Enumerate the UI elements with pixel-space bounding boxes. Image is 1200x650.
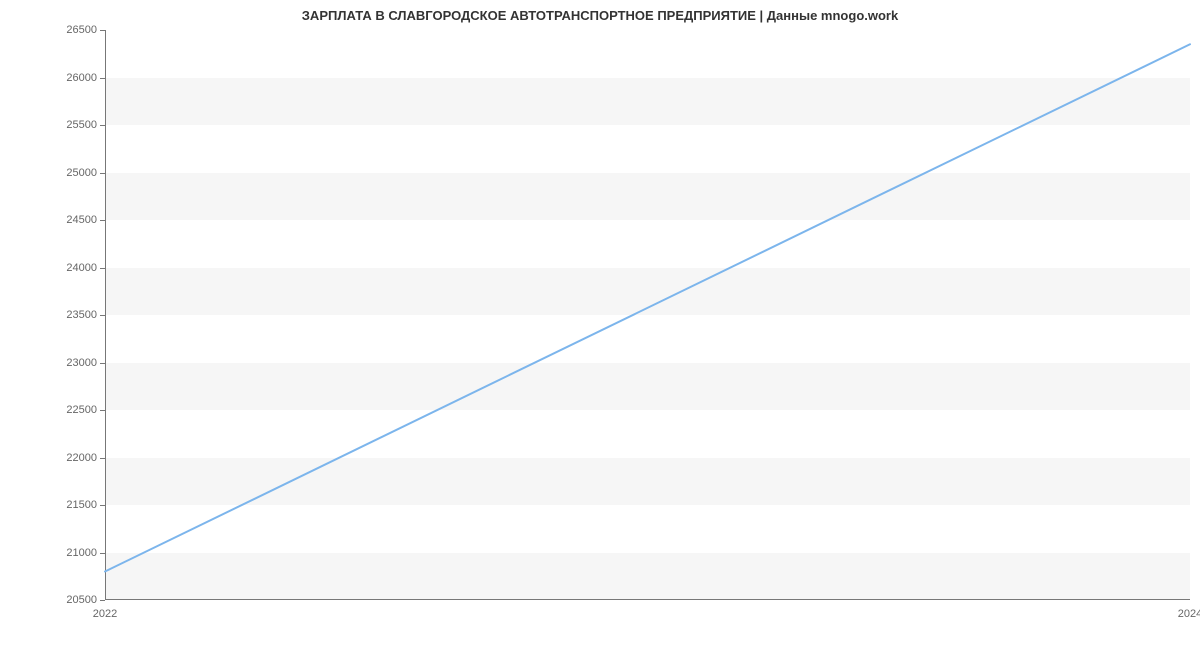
y-tick-label: 21500 <box>66 499 97 511</box>
y-tick-label: 23000 <box>66 357 97 369</box>
chart-title: ЗАРПЛАТА В СЛАВГОРОДСКОЕ АВТОТРАНСПОРТНО… <box>0 8 1200 23</box>
y-tick-label: 21000 <box>66 547 97 559</box>
y-tick-label: 26500 <box>66 24 97 36</box>
x-tick-label: 2024 <box>1178 608 1200 620</box>
y-tick-mark <box>100 600 105 601</box>
y-tick-label: 25000 <box>66 167 97 179</box>
y-tick-mark <box>100 458 105 459</box>
y-tick-label: 24500 <box>66 214 97 226</box>
data-line <box>105 30 1190 600</box>
y-tick-mark <box>100 505 105 506</box>
y-tick-label: 20500 <box>66 594 97 606</box>
y-tick-mark <box>100 78 105 79</box>
y-tick-mark <box>100 125 105 126</box>
y-tick-mark <box>100 315 105 316</box>
y-tick-label: 22500 <box>66 404 97 416</box>
y-tick-label: 24000 <box>66 262 97 274</box>
y-tick-label: 25500 <box>66 119 97 131</box>
y-tick-mark <box>100 173 105 174</box>
y-tick-label: 22000 <box>66 452 97 464</box>
salary-line-chart: ЗАРПЛАТА В СЛАВГОРОДСКОЕ АВТОТРАНСПОРТНО… <box>0 0 1200 650</box>
y-tick-mark <box>100 30 105 31</box>
y-tick-mark <box>100 220 105 221</box>
y-tick-mark <box>100 268 105 269</box>
y-tick-label: 23500 <box>66 309 97 321</box>
y-tick-mark <box>100 410 105 411</box>
y-tick-mark <box>100 363 105 364</box>
y-tick-mark <box>100 553 105 554</box>
y-tick-label: 26000 <box>66 72 97 84</box>
plot-area: 2050021000215002200022500230002350024000… <box>105 30 1190 600</box>
x-tick-label: 2022 <box>93 608 117 620</box>
